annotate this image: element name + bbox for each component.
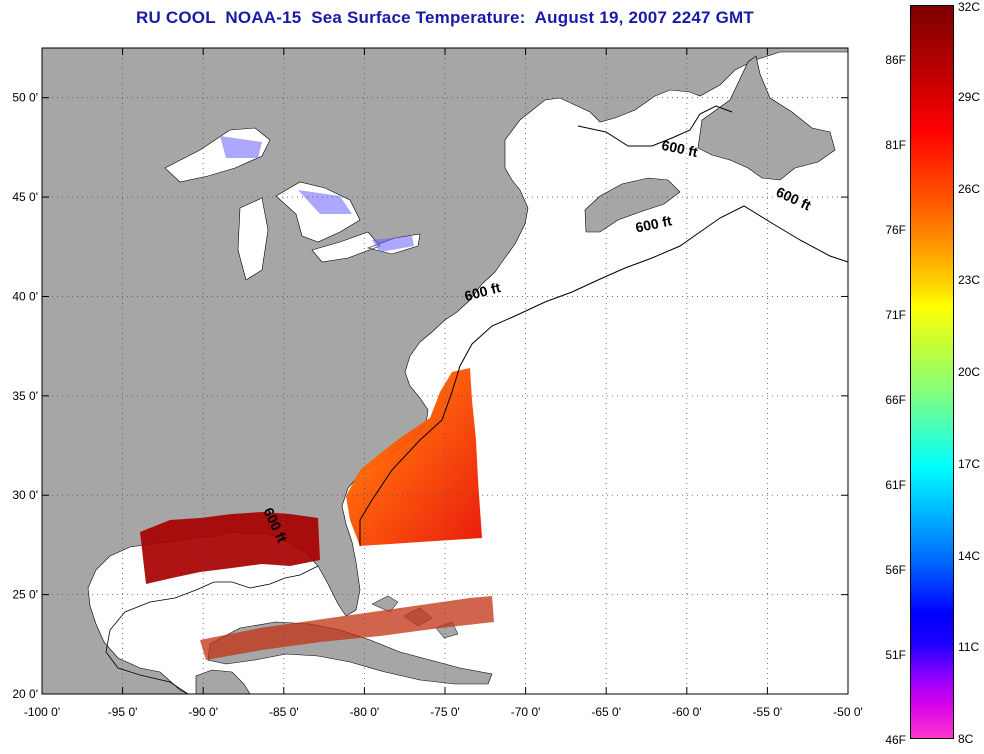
contour-label-600ft: 600 ft <box>634 212 673 235</box>
colorbar-fahrenheit-label: 61F <box>885 478 906 492</box>
x-tick-label: -100 0' <box>24 705 60 719</box>
colorbar-fahrenheit-label: 56F <box>885 563 906 577</box>
colorbar-celsius-label: 8C <box>958 732 974 746</box>
colorbar-fahrenheit-label: 51F <box>885 648 906 662</box>
x-tick-label: -70 0' <box>511 705 541 719</box>
sst-atlantic-swath <box>346 368 482 546</box>
colorbar-celsius-label: 32C <box>958 0 981 14</box>
axis-ticks: -100 0' -95 0' -90 0' -85 0' -80 0' -75 0' -70… <box>12 48 863 719</box>
contour-600ft-gulfmaine <box>577 105 733 147</box>
y-tick-label: 50 0' <box>12 91 38 105</box>
map-title: RU COOL NOAA-15 Sea Surface Temperature:… <box>136 8 754 27</box>
colorbar-celsius-label: 17C <box>958 456 981 471</box>
x-tick-label: -80 0' <box>350 705 380 719</box>
colorbar-fahrenheit-label: 66F <box>885 393 906 407</box>
y-tick-label: 25 0' <box>12 588 38 602</box>
x-tick-label: -75 0' <box>430 705 460 719</box>
colorbar-celsius-label: 20C <box>958 365 981 379</box>
colorbar-celsius-label: 26C <box>958 181 981 196</box>
great-lakes <box>164 127 421 281</box>
colorbar-celsius-label: 29C <box>958 89 981 104</box>
y-tick-label: 40 0' <box>12 289 38 303</box>
colorbar-celsius-label: 14C <box>958 548 981 563</box>
colorbar-fahrenheit-label: 81F <box>885 138 906 152</box>
gulf-shelf-line <box>105 565 319 694</box>
yucatan-land <box>195 669 251 694</box>
colorbar-fahrenheit-label: 76F <box>885 223 906 237</box>
colorbar-fahrenheit-label: 71F <box>885 308 906 322</box>
sst-great-lakes-patch <box>220 136 414 252</box>
colorbar-celsius-label: 23C <box>958 273 981 288</box>
y-tick-label: 45 0' <box>12 190 38 204</box>
x-tick-label: -95 0' <box>108 705 138 719</box>
temperature-colorbar <box>910 5 954 739</box>
x-tick-label: -60 0' <box>672 705 702 719</box>
x-tick-label: -55 0' <box>753 705 783 719</box>
colorbar-fahrenheit-label: 86F <box>885 53 906 67</box>
x-tick-label: -65 0' <box>591 705 621 719</box>
x-tick-label: -50 0' <box>833 705 863 719</box>
y-tick-label: 20 0' <box>12 687 38 701</box>
contour-label-600ft: 600 ft <box>660 137 699 160</box>
sst-gulf-swath <box>140 512 320 584</box>
sst-caribbean-swath <box>200 596 494 660</box>
map-layers <box>42 48 848 694</box>
colorbar-fahrenheit-label: 46F <box>885 733 906 747</box>
x-tick-label: -85 0' <box>269 705 299 719</box>
y-tick-label: 35 0' <box>12 389 38 403</box>
newfoundland-land <box>697 55 836 181</box>
nova-scotia-land <box>584 177 681 233</box>
contour-600ft-atlantic <box>359 205 848 546</box>
x-tick-label: -90 0' <box>188 705 218 719</box>
y-tick-label: 30 0' <box>12 488 38 502</box>
colorbar-celsius-label: 11C <box>958 640 980 655</box>
